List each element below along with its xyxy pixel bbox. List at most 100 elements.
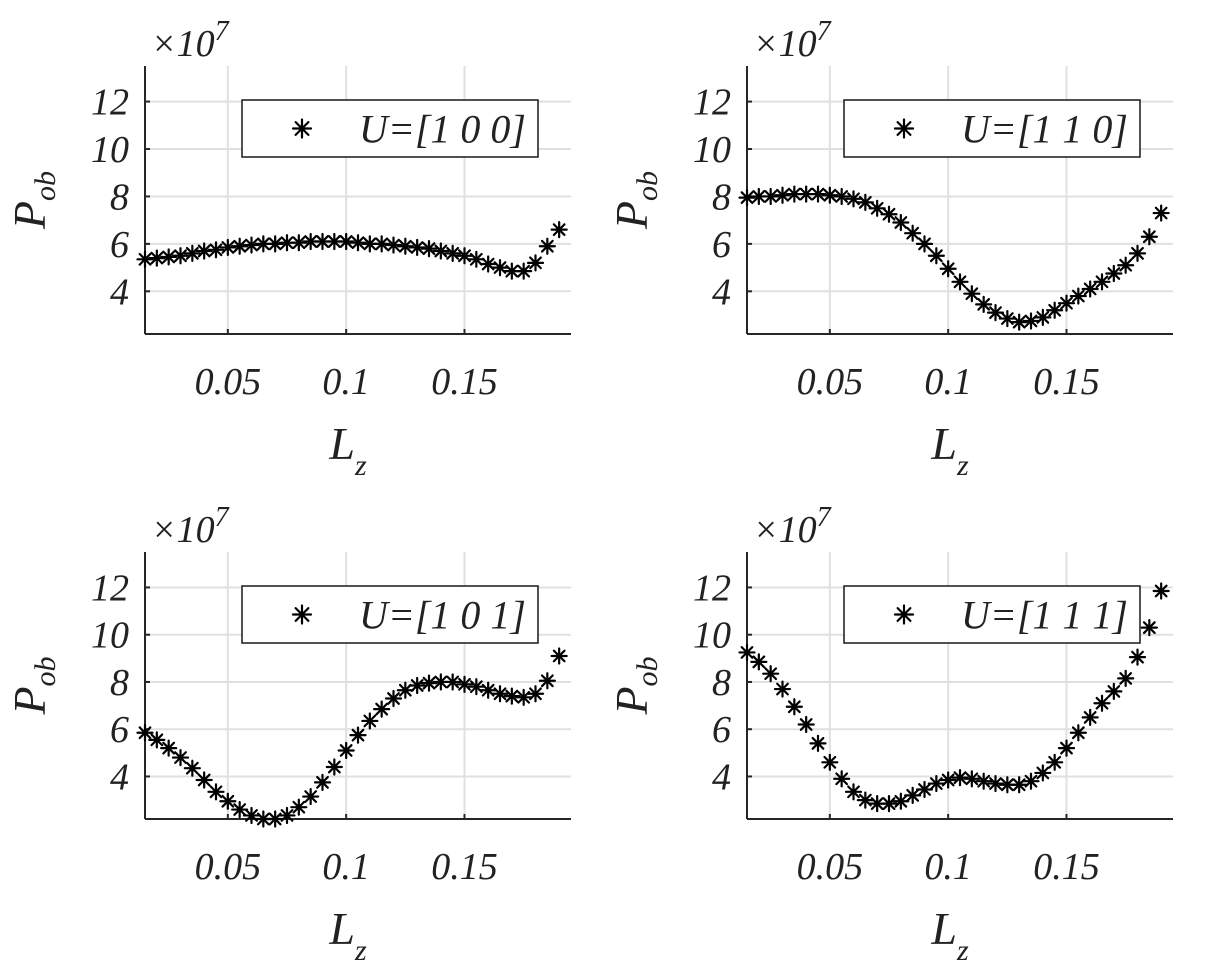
star-stroke	[870, 797, 884, 811]
y-axis-label: Pob	[606, 171, 664, 230]
star-stroke	[1095, 275, 1109, 289]
star-stroke	[469, 680, 483, 694]
star-stroke	[1024, 774, 1038, 788]
star-stroke	[316, 775, 329, 789]
star-stroke	[294, 121, 310, 136]
star-stroke	[858, 195, 872, 209]
y-tick-label: 12	[91, 567, 129, 609]
data-point	[538, 237, 556, 255]
star-stroke	[540, 674, 554, 688]
star-stroke	[138, 726, 152, 740]
star-stroke	[906, 788, 920, 802]
data-point	[349, 726, 367, 744]
star-stroke	[162, 741, 176, 755]
star-stroke	[799, 187, 813, 201]
star-stroke	[787, 187, 801, 201]
star-stroke	[221, 794, 235, 808]
star-stroke	[339, 235, 353, 248]
data-point	[750, 653, 768, 671]
star-stroke	[304, 235, 318, 248]
data-point	[915, 235, 934, 253]
star-stroke	[493, 687, 507, 701]
star-stroke	[458, 677, 471, 691]
y-tick-label: 8	[712, 662, 731, 704]
star-stroke	[469, 252, 483, 266]
data-point	[254, 235, 272, 253]
data-point	[1010, 776, 1028, 794]
legend: U=[1 1 0]	[843, 99, 1141, 158]
y-tick-label: 6	[110, 709, 129, 751]
subplot-3: 0.05 0.1 0.15 4 6 8 10 12 ×107 Lz Pob U=[1 0 1]	[4, 502, 571, 967]
star-stroke	[776, 188, 789, 202]
data-point	[325, 758, 343, 776]
star-stroke	[918, 783, 931, 796]
data-point	[183, 244, 201, 262]
star-stroke	[1048, 303, 1062, 317]
star-stroke	[552, 223, 566, 237]
data-point	[136, 724, 154, 742]
data-point	[809, 734, 827, 752]
data-point	[797, 715, 815, 734]
star-stroke	[847, 785, 860, 799]
star-stroke	[1142, 621, 1156, 635]
star-stroke	[138, 252, 152, 266]
data-point	[738, 189, 756, 207]
data-point	[479, 681, 497, 699]
data-point	[1069, 287, 1087, 305]
star-stroke	[327, 760, 341, 774]
star-stroke	[422, 242, 436, 256]
data-point	[998, 309, 1016, 328]
star-stroke	[410, 679, 424, 692]
y-tick-label: 4	[712, 756, 731, 798]
star-stroke	[398, 683, 412, 697]
star-stroke	[977, 297, 991, 311]
x-tick-label: 0.05	[797, 846, 864, 888]
star-stroke	[197, 773, 211, 787]
data-point	[479, 255, 497, 273]
star-stroke	[209, 243, 223, 257]
data-point	[266, 235, 284, 253]
star-stroke	[458, 249, 471, 263]
star-stroke	[481, 257, 495, 271]
data-point	[384, 689, 403, 708]
data-point	[773, 680, 792, 698]
data-point	[278, 806, 296, 825]
data-point	[1093, 273, 1111, 291]
x-tick-label: 0.05	[797, 361, 864, 403]
star-stroke	[410, 241, 424, 254]
data-point	[939, 771, 957, 789]
star-stroke	[896, 607, 912, 622]
star-stroke	[1048, 755, 1062, 769]
data-point	[171, 247, 190, 265]
data-point	[1128, 244, 1147, 262]
data-point	[833, 770, 851, 788]
x-tick-label: 0.1	[924, 846, 972, 888]
legend-marker	[893, 604, 915, 625]
data-point	[856, 791, 874, 809]
star-stroke	[493, 261, 507, 274]
star-stroke	[481, 683, 495, 697]
star-stroke	[339, 744, 353, 757]
data-point	[160, 739, 178, 757]
star-stroke	[835, 772, 849, 786]
data-point	[160, 248, 178, 266]
data-point	[195, 771, 213, 789]
data-point	[373, 700, 391, 718]
data-point	[797, 185, 815, 203]
data-point	[892, 213, 910, 232]
series-points	[738, 582, 1170, 813]
data-point	[915, 780, 934, 799]
data-point	[432, 242, 450, 260]
star-stroke	[1036, 310, 1050, 324]
data-point	[361, 712, 379, 730]
legend-box	[843, 585, 1141, 644]
star-stroke	[823, 188, 837, 202]
data-point	[266, 810, 284, 828]
star-stroke	[1012, 315, 1026, 329]
data-point	[1034, 764, 1052, 782]
data-point	[420, 674, 438, 692]
legend: U=[1 1 1]	[843, 585, 1141, 644]
star-stroke	[1131, 246, 1144, 260]
data-point	[1034, 308, 1052, 326]
